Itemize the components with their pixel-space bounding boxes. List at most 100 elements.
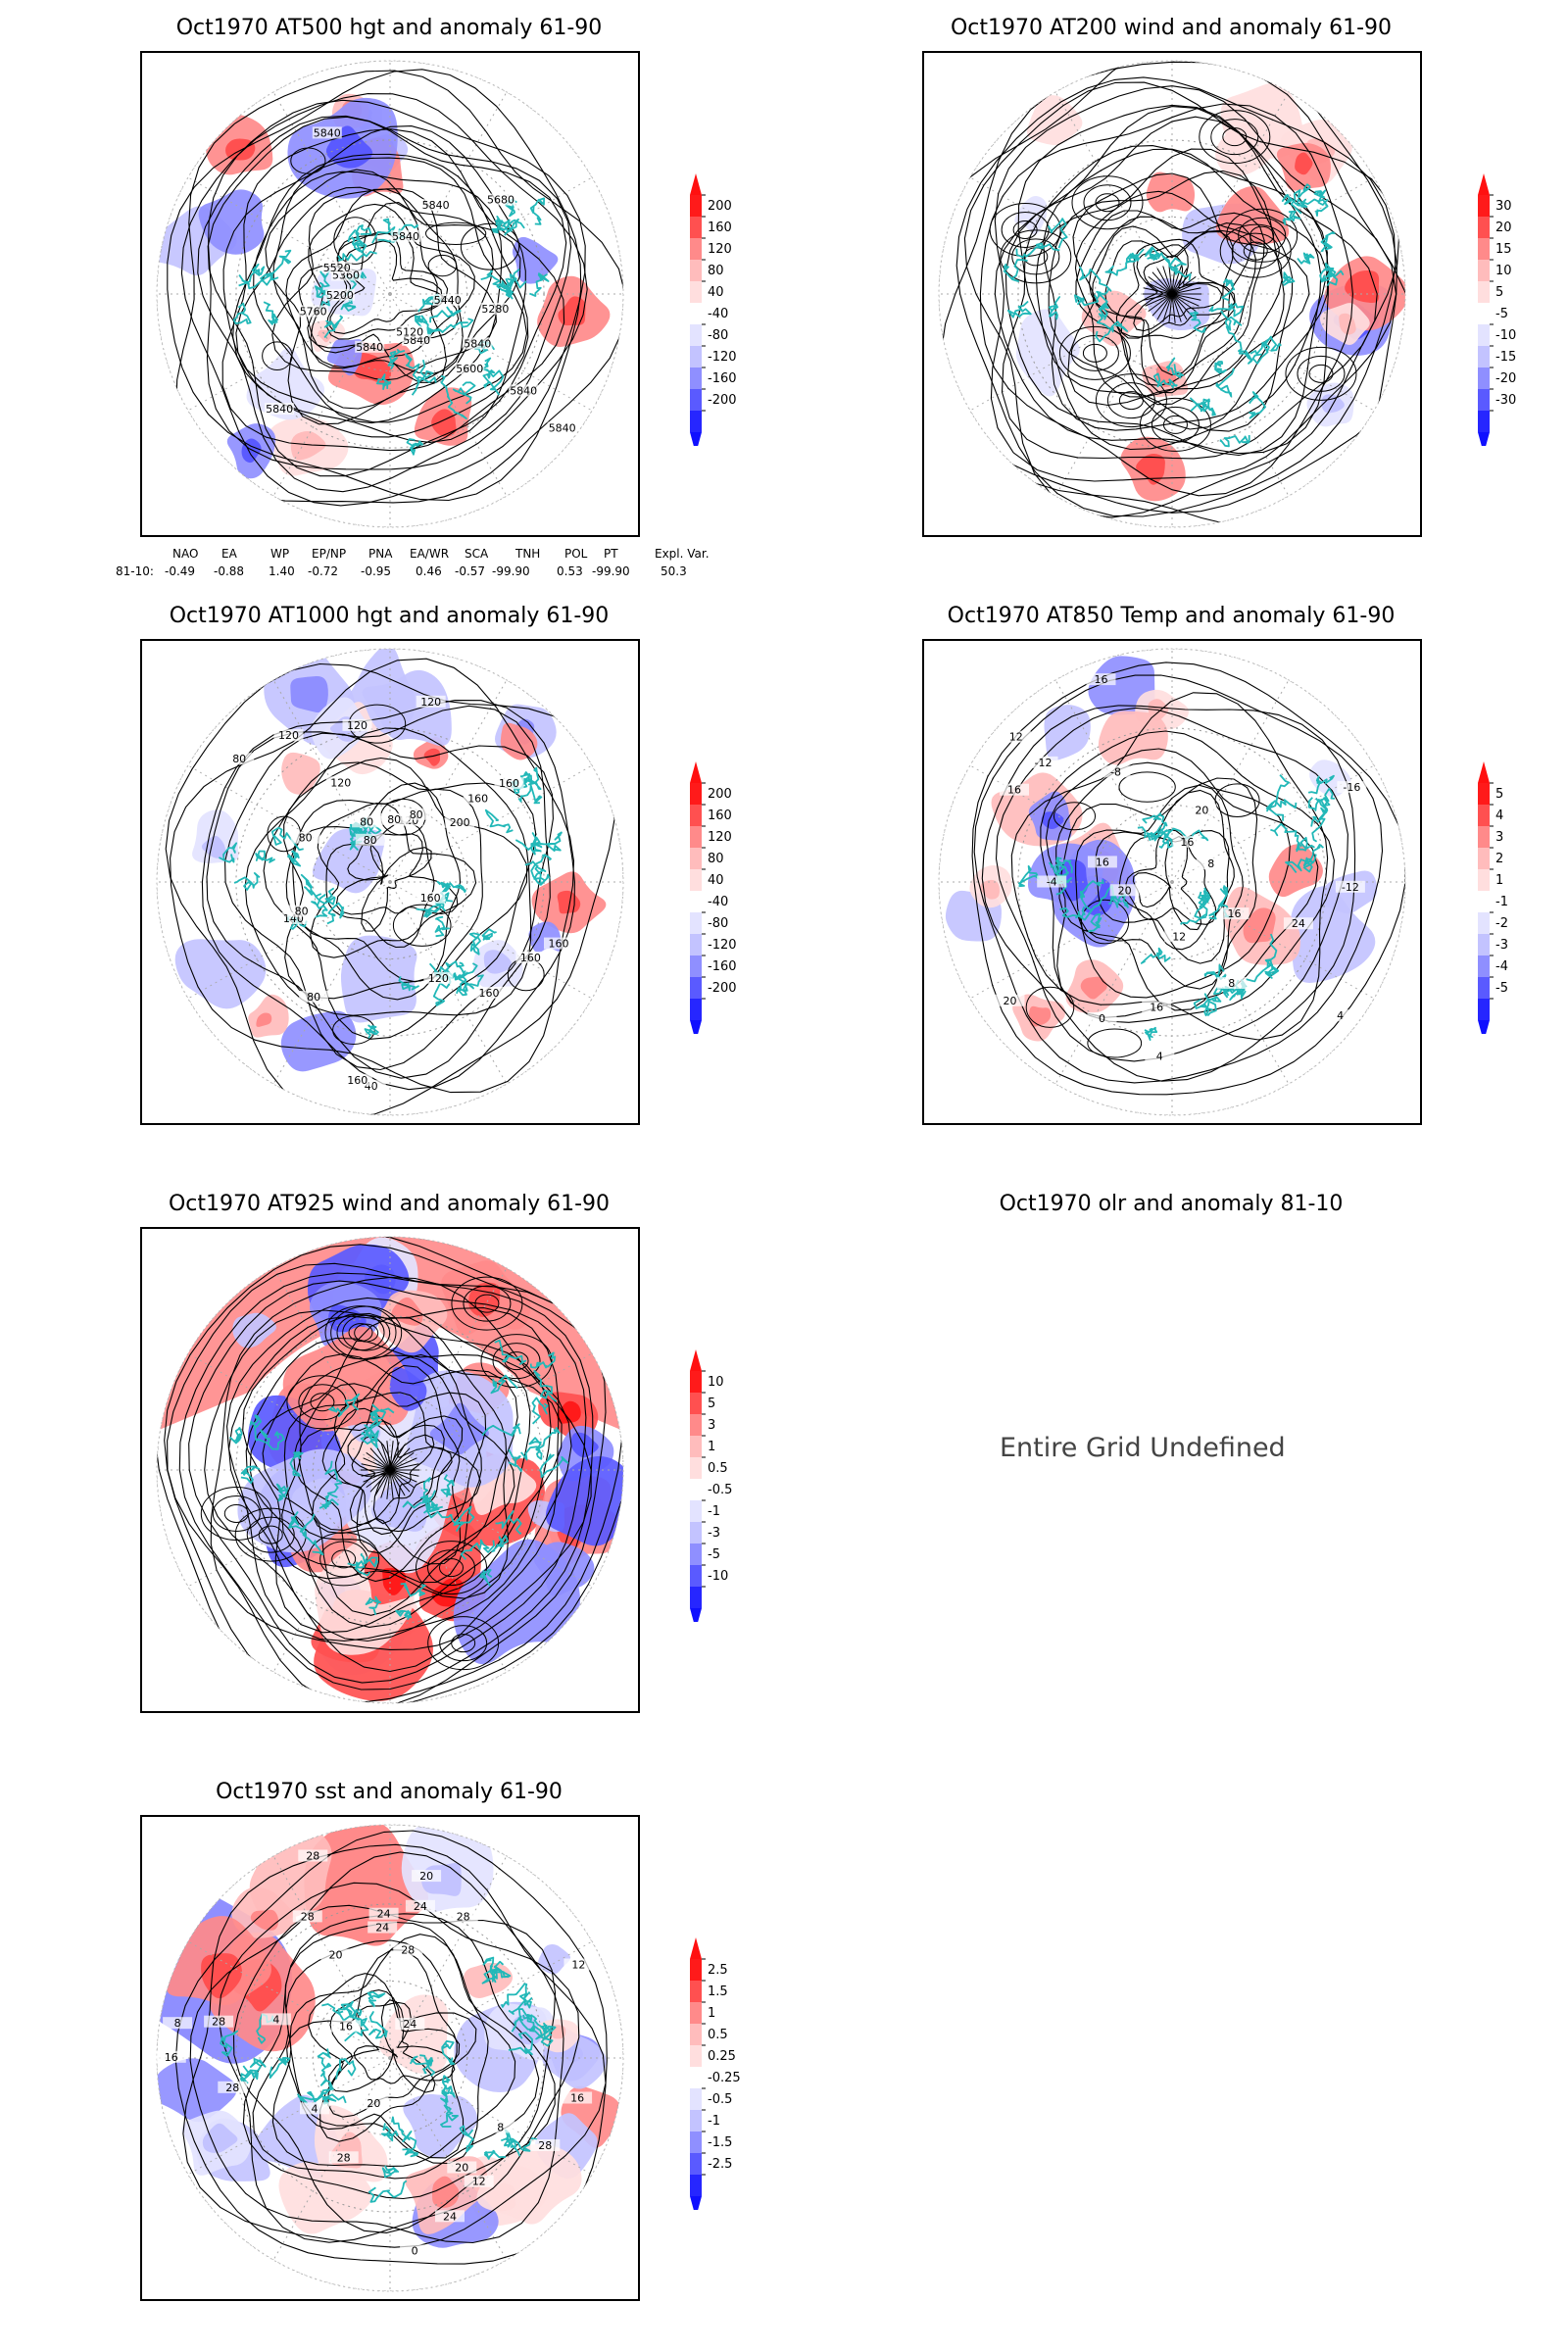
- colorbar-segment: [1478, 389, 1490, 411]
- contour-label: 5840: [510, 384, 537, 397]
- colorbar-arrow-bottom: [690, 1020, 702, 1034]
- contour-label: 20: [455, 2162, 468, 2175]
- contour-label: 16: [1096, 856, 1109, 868]
- colorbar-arrow-bottom: [1478, 1020, 1490, 1034]
- contour-label: 20: [1004, 995, 1017, 1007]
- colorbar-arrow-bottom: [690, 2196, 702, 2210]
- colorbar-segment: [1478, 346, 1490, 368]
- colorbar-segment: [690, 217, 702, 238]
- colorbar-segment: [690, 389, 702, 411]
- colorbar-label: 2.5: [708, 1963, 728, 1978]
- colorbar-label: 80: [708, 852, 724, 866]
- polar-map-plot: 2828282424242020161612840284812162020242…: [156, 1824, 624, 2292]
- colorbar-segment: [690, 1981, 702, 2002]
- colorbar-segment: [1478, 195, 1490, 217]
- title-psst: Oct1970 sst and anomaly 61-90: [216, 1780, 563, 1804]
- contour-label: 120: [420, 696, 441, 709]
- contour-label: 28: [337, 2151, 351, 2164]
- index-value: -0.72: [308, 564, 339, 578]
- contour-label: -12: [1342, 881, 1359, 894]
- contour-label: 16: [1150, 1002, 1163, 1014]
- colorbar-label: -20: [1495, 371, 1516, 386]
- colorbar-segment: [1478, 805, 1490, 826]
- colorbar-segment: [690, 999, 702, 1020]
- contour-label: 4: [1156, 1050, 1163, 1062]
- polar-map-plot: 5840584058405840584058405120520052805360…: [156, 60, 624, 528]
- colorbar-segment: [690, 303, 702, 324]
- colorbar-label: 1: [708, 2006, 715, 2021]
- contour-label: 16: [165, 2051, 178, 2064]
- colorbar-segment: [690, 783, 702, 805]
- colorbar-segment: [690, 260, 702, 281]
- contour-label: 0: [412, 2244, 418, 2257]
- colorbar-segment: [690, 2110, 702, 2132]
- colorbar-segment: [690, 805, 702, 826]
- contour-label: 5840: [422, 199, 450, 212]
- contour-label: 12: [1009, 731, 1023, 744]
- contour-label: 28: [401, 1944, 415, 1957]
- colorbar-segment: [690, 2067, 702, 2088]
- colorbar-label: 30: [1495, 199, 1512, 214]
- colorbar-arrow-top: [690, 1349, 702, 1371]
- contour-label: 8: [497, 2122, 504, 2134]
- colorbar-label: -10: [708, 1569, 728, 1584]
- contour-label: 24: [1292, 917, 1305, 930]
- colorbar-label: -3: [708, 1526, 720, 1541]
- contour-label: 12: [472, 2176, 486, 2188]
- contour-label: 5840: [392, 230, 419, 243]
- polar-map-plot: 16 12 8 16 4 -12 -12 -16 -8 -4 0 4 8 12 16 20 24 20 20 16 16…: [938, 648, 1406, 1116]
- contour-label: 80: [360, 815, 373, 828]
- colorbar-segment: [690, 826, 702, 848]
- colorbar-segment: [690, 238, 702, 260]
- colorbar-segment: [1478, 260, 1490, 281]
- contour-label: 5840: [266, 403, 293, 416]
- contour-label: 12: [571, 1959, 585, 1972]
- contour-label: 160: [549, 938, 569, 951]
- colorbar-segment: [690, 1959, 702, 1981]
- contour-label: 160: [520, 952, 541, 964]
- contour-label: 20: [419, 1870, 433, 1883]
- colorbar-label: -160: [708, 959, 737, 974]
- colorbar-label: -200: [708, 393, 737, 408]
- title-p200: Oct1970 AT200 wind and anomaly 61-90: [950, 16, 1393, 40]
- colorbar-label: 40: [708, 873, 724, 888]
- index-value: -0.49: [165, 564, 196, 578]
- title-p500: Oct1970 AT500 hgt and anomaly 61-90: [175, 16, 603, 40]
- colorbar-label: 0.5: [708, 2028, 728, 2042]
- colorbar-label: -2.5: [708, 2157, 732, 2172]
- colorbar-segment: [690, 1479, 702, 1500]
- colorbar-p1000: 200 160 120 80 40 -40 -80 -120 -160 -200: [690, 761, 737, 1034]
- colorbar-segment: [690, 368, 702, 389]
- colorbar-label: -160: [708, 371, 737, 386]
- colorbar-segment: [690, 281, 702, 303]
- colorbar-segment: [690, 2132, 702, 2153]
- contour-label: 0: [1099, 1012, 1105, 1025]
- colorbar-segment: [1478, 891, 1490, 912]
- map-p200: [922, 51, 1422, 537]
- contour-label: 16: [1095, 673, 1108, 686]
- index-header: WP: [270, 547, 290, 561]
- colorbar-label: -5: [708, 1547, 720, 1562]
- index-header: POL: [564, 547, 588, 561]
- contour-label: 80: [410, 808, 423, 821]
- contour-label: 12: [1172, 930, 1186, 943]
- map-p925: [140, 1227, 640, 1713]
- colorbar-segment: [690, 2153, 702, 2175]
- contour-label: 160: [420, 892, 441, 905]
- colorbar-label: -5: [1495, 981, 1508, 996]
- contour-label: 8: [1228, 977, 1235, 990]
- colorbar-arrow-top: [690, 1937, 702, 1959]
- contour-label: 24: [375, 1922, 389, 1935]
- contour-label: 4: [312, 2102, 318, 2115]
- colorbar-segment: [1478, 281, 1490, 303]
- colorbar-label: -80: [708, 328, 728, 343]
- colorbar-label: 200: [708, 787, 732, 802]
- colorbar-label: -120: [708, 938, 737, 953]
- colorbar-segment: [690, 1522, 702, 1544]
- contour-label: 28: [225, 2082, 239, 2094]
- contour-label: 20: [1118, 884, 1132, 897]
- contour-label: 120: [278, 729, 299, 742]
- colorbar-segment: [690, 411, 702, 432]
- colorbar-segment: [690, 1500, 702, 1522]
- colorbar-segment: [1478, 324, 1490, 346]
